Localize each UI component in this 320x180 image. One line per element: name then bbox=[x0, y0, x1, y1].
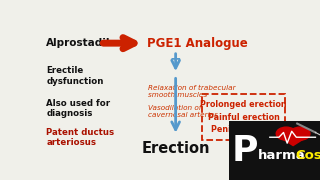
Text: harma: harma bbox=[258, 148, 306, 162]
Circle shape bbox=[276, 127, 296, 140]
Polygon shape bbox=[277, 135, 309, 146]
Text: PGE1 Analogue: PGE1 Analogue bbox=[147, 37, 248, 50]
Text: Prolonged erection: Prolonged erection bbox=[200, 100, 287, 109]
Text: Cos: Cos bbox=[296, 148, 320, 162]
Text: Alprostadil: Alprostadil bbox=[46, 38, 111, 48]
Text: Also used for
diagnosis: Also used for diagnosis bbox=[46, 99, 110, 118]
Text: Erection: Erection bbox=[141, 141, 210, 156]
Text: Relaxation of trabecular
smooth muscles: Relaxation of trabecular smooth muscles bbox=[148, 85, 236, 98]
Text: Painful erection: Painful erection bbox=[207, 112, 279, 122]
Circle shape bbox=[290, 127, 310, 140]
FancyBboxPatch shape bbox=[226, 119, 320, 180]
Text: Patent ductus
arteriosus: Patent ductus arteriosus bbox=[46, 128, 114, 147]
Text: Vasodilation of
cavernosal arteries: Vasodilation of cavernosal arteries bbox=[148, 105, 218, 118]
Text: Erectile
dysfunction: Erectile dysfunction bbox=[46, 66, 104, 86]
Text: P: P bbox=[232, 134, 259, 168]
Text: Penile fibrosis: Penile fibrosis bbox=[211, 125, 276, 134]
Text: +: + bbox=[170, 51, 181, 66]
